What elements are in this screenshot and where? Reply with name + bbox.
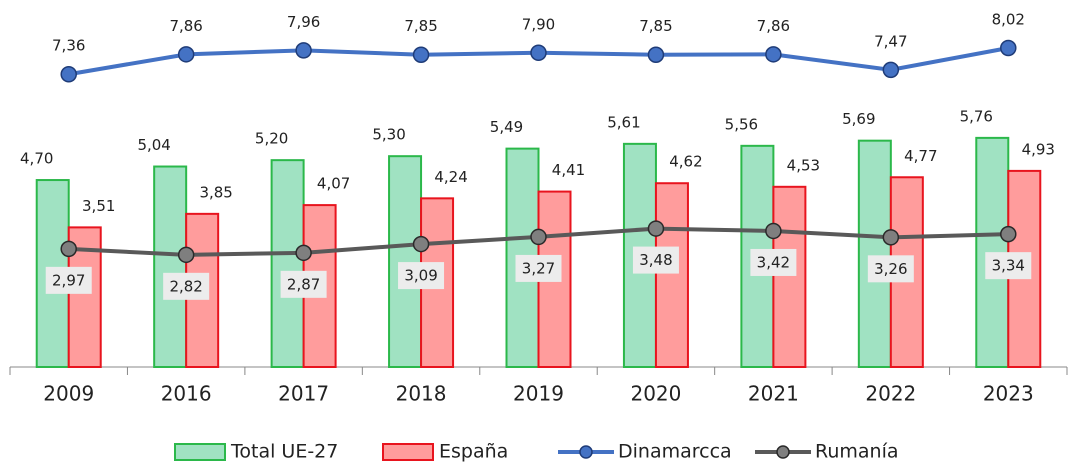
legend-marker	[579, 445, 593, 459]
value-label: 5,20	[255, 130, 288, 148]
point	[60, 240, 77, 258]
x-tick-label: 2017	[278, 382, 329, 406]
value-label-box	[750, 248, 797, 276]
value-label: 3,27	[522, 259, 555, 277]
point	[1000, 39, 1017, 57]
point	[177, 46, 195, 63]
value-label: 3,34	[992, 257, 1025, 275]
value-label: 3,48	[639, 251, 672, 269]
value-label: 3,85	[199, 183, 232, 201]
point	[412, 46, 430, 63]
value-label: 7,86	[757, 17, 790, 35]
x-tick-label: 2020	[630, 382, 681, 406]
value-label: 4,07	[317, 175, 350, 193]
value-label: 3,42	[757, 253, 790, 271]
value-label-box	[985, 252, 1032, 280]
x-tick-label: 2022	[865, 382, 916, 406]
x-tick-label: 2023	[983, 382, 1034, 406]
point	[530, 228, 547, 246]
point	[295, 42, 312, 59]
value-label: 4,62	[669, 153, 702, 171]
x-tick-label: 2009	[43, 382, 94, 406]
legend-label: Rumanía	[815, 441, 899, 463]
value-label: 5,56	[725, 115, 758, 133]
point	[647, 46, 665, 63]
value-label: 4,53	[787, 156, 820, 174]
value-label: 5,30	[372, 126, 405, 144]
value-label: 5,69	[842, 110, 875, 128]
value-label: 4,41	[552, 161, 585, 179]
legend-label: Dinamarcca	[618, 441, 732, 463]
value-label: 7,96	[287, 13, 320, 31]
value-label: 2,87	[287, 275, 320, 293]
value-label-box	[632, 246, 679, 274]
value-label: 4,24	[434, 168, 467, 186]
value-label: 7,47	[874, 32, 907, 50]
value-label: 7,85	[404, 17, 437, 35]
point	[882, 61, 900, 79]
value-label-box	[515, 254, 562, 282]
value-label-box	[398, 262, 445, 290]
value-label: 7,36	[52, 37, 85, 55]
value-label-box	[280, 270, 327, 298]
legend-marker	[776, 445, 790, 459]
point	[765, 46, 782, 63]
value-label: 5,04	[137, 136, 170, 154]
point	[1000, 225, 1017, 243]
legend-swatch	[174, 443, 226, 461]
legend-label: Total UE-27	[230, 441, 338, 463]
point	[177, 246, 195, 264]
bar	[388, 155, 423, 368]
bar	[654, 182, 689, 368]
value-label: 7,86	[169, 17, 202, 35]
value-label-box	[163, 272, 210, 300]
value-label: 4,93	[1022, 140, 1055, 158]
bar	[270, 159, 305, 368]
value-label-box	[867, 255, 914, 283]
point	[530, 44, 547, 62]
value-label: 7,85	[639, 17, 672, 35]
point	[60, 65, 77, 83]
value-label: 5,49	[490, 118, 523, 136]
value-label: 5,61	[607, 113, 640, 131]
value-label: 4,70	[20, 150, 53, 168]
legend-label: España	[439, 441, 508, 463]
value-label: 2,82	[169, 277, 202, 295]
value-label: 3,26	[874, 260, 907, 278]
value-label: 3,51	[82, 197, 115, 215]
point	[412, 235, 430, 253]
value-label: 7,90	[522, 15, 555, 33]
x-tick-label: 2021	[748, 382, 799, 406]
x-tick-label: 2016	[161, 382, 212, 406]
x-tick-label: 2019	[513, 382, 564, 406]
value-label: 8,02	[992, 10, 1025, 28]
value-label: 2,97	[52, 271, 85, 289]
value-label: 5,76	[960, 107, 993, 125]
point	[295, 244, 312, 262]
point	[882, 229, 900, 246]
bar	[772, 185, 807, 368]
point	[765, 222, 782, 240]
bar	[153, 165, 188, 368]
x-tick-label: 2018	[396, 382, 447, 406]
point	[647, 220, 665, 237]
value-label: 3,09	[404, 267, 437, 285]
bar	[857, 139, 892, 368]
value-label-box	[45, 266, 92, 294]
value-label: 4,77	[904, 147, 937, 165]
legend-swatch	[382, 443, 434, 461]
